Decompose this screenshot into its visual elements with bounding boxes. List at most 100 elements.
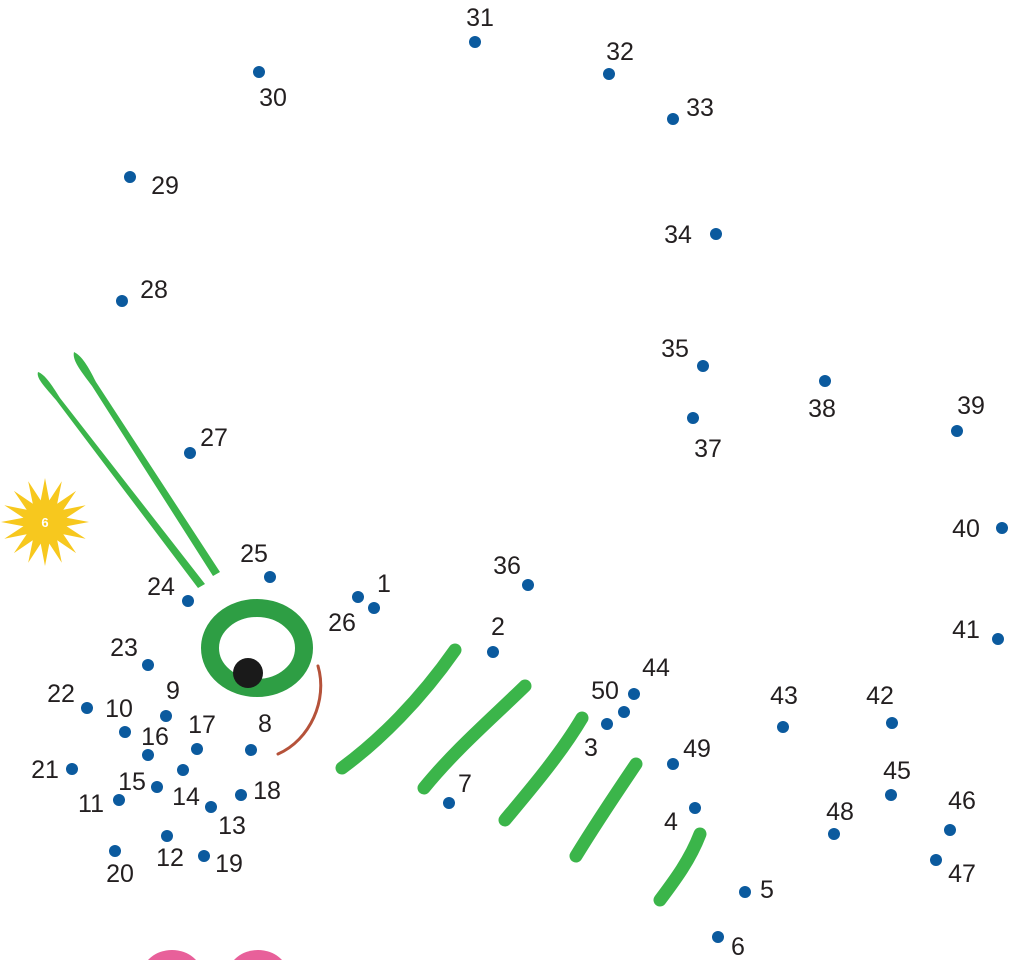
dot-number-1: 1 (377, 570, 391, 598)
puzzle-dot-45[interactable] (885, 789, 897, 801)
puzzle-dot-5[interactable] (739, 886, 751, 898)
antenna-icon (37, 352, 220, 588)
puzzle-dot-35[interactable] (697, 360, 709, 372)
dot-number-15: 15 (118, 768, 146, 796)
dot-number-22: 22 (47, 680, 75, 708)
puzzle-dot-28[interactable] (116, 295, 128, 307)
puzzle-dot-10[interactable] (119, 726, 131, 738)
dot-number-33: 33 (686, 94, 714, 122)
dot-number-36: 36 (493, 552, 521, 580)
dot-number-3: 3 (584, 734, 598, 762)
dot-number-49: 49 (683, 735, 711, 763)
dot-number-32: 32 (606, 38, 634, 66)
pink-shape (148, 950, 282, 960)
puzzle-dot-39[interactable] (951, 425, 963, 437)
puzzle-dot-37[interactable] (687, 412, 699, 424)
puzzle-dot-26[interactable] (352, 591, 364, 603)
puzzle-dot-14[interactable] (177, 764, 189, 776)
puzzle-dot-38[interactable] (819, 375, 831, 387)
dot-number-13: 13 (218, 812, 246, 840)
puzzle-dot-12[interactable] (161, 830, 173, 842)
badge-number: 6 (41, 515, 48, 530)
puzzle-dot-21[interactable] (66, 763, 78, 775)
puzzle-dot-50[interactable] (618, 706, 630, 718)
dot-number-20: 20 (106, 860, 134, 888)
puzzle-dot-47[interactable] (930, 854, 942, 866)
dot-number-7: 7 (458, 770, 472, 798)
puzzle-dot-43[interactable] (777, 721, 789, 733)
dot-number-19: 19 (215, 850, 243, 878)
puzzle-dot-22[interactable] (81, 702, 93, 714)
dot-number-40: 40 (952, 515, 980, 543)
puzzle-dot-48[interactable] (828, 828, 840, 840)
dot-number-29: 29 (151, 172, 179, 200)
dot-number-12: 12 (156, 844, 184, 872)
dot-number-43: 43 (770, 682, 798, 710)
puzzle-dot-49[interactable] (667, 758, 679, 770)
puzzle-dot-15[interactable] (151, 781, 163, 793)
puzzle-dot-41[interactable] (992, 633, 1004, 645)
dot-number-9: 9 (166, 677, 180, 705)
puzzle-dot-32[interactable] (603, 68, 615, 80)
dot-number-34: 34 (664, 221, 692, 249)
puzzle-dot-6[interactable] (712, 931, 724, 943)
dot-number-30: 30 (259, 84, 287, 112)
puzzle-dot-13[interactable] (205, 801, 217, 813)
dot-number-25: 25 (240, 540, 268, 568)
puzzle-dot-44[interactable] (628, 688, 640, 700)
dot-number-8: 8 (258, 710, 272, 738)
puzzle-dot-11[interactable] (113, 794, 125, 806)
puzzle-dot-33[interactable] (667, 113, 679, 125)
puzzle-dot-3[interactable] (601, 718, 613, 730)
dot-number-46: 46 (948, 787, 976, 815)
dot-number-47: 47 (948, 860, 976, 888)
dot-number-11: 11 (78, 790, 104, 818)
dot-number-28: 28 (140, 276, 168, 304)
dot-number-48: 48 (826, 798, 854, 826)
puzzle-dot-29[interactable] (124, 171, 136, 183)
puzzle-dot-23[interactable] (142, 659, 154, 671)
puzzle-dot-40[interactable] (996, 522, 1008, 534)
dragonfly-eye-icon (201, 599, 313, 697)
dot-number-35: 35 (661, 335, 689, 363)
puzzle-dot-31[interactable] (469, 36, 481, 48)
puzzle-dot-36[interactable] (522, 579, 534, 591)
puzzle-dot-9[interactable] (160, 710, 172, 722)
dot-number-45: 45 (883, 757, 911, 785)
dot-number-44: 44 (642, 654, 670, 682)
dot-number-31: 31 (466, 4, 494, 32)
dot-number-21: 21 (31, 756, 59, 784)
puzzle-dot-17[interactable] (191, 743, 203, 755)
puzzle-dot-2[interactable] (487, 646, 499, 658)
dot-number-41: 41 (952, 616, 980, 644)
puzzle-dot-7[interactable] (443, 797, 455, 809)
mouth-curve (276, 664, 323, 756)
dot-number-27: 27 (200, 424, 228, 452)
dot-number-50: 50 (591, 677, 619, 705)
dot-number-16: 16 (141, 723, 169, 751)
puzzle-dot-25[interactable] (264, 571, 276, 583)
puzzle-dot-8[interactable] (245, 744, 257, 756)
dot-number-5: 5 (760, 876, 774, 904)
dot-number-17: 17 (188, 711, 216, 739)
dot-number-6: 6 (731, 933, 745, 960)
dot-number-4: 4 (664, 808, 678, 836)
dot-number-39: 39 (957, 392, 985, 420)
puzzle-dot-4[interactable] (689, 802, 701, 814)
puzzle-dot-16[interactable] (142, 749, 154, 761)
puzzle-dot-24[interactable] (182, 595, 194, 607)
puzzle-dot-27[interactable] (184, 447, 196, 459)
dot-number-26: 26 (328, 609, 356, 637)
puzzle-dot-34[interactable] (710, 228, 722, 240)
puzzle-dot-18[interactable] (235, 789, 247, 801)
puzzle-dot-20[interactable] (109, 845, 121, 857)
puzzle-dot-19[interactable] (198, 850, 210, 862)
dot-number-24: 24 (147, 573, 175, 601)
puzzle-dot-30[interactable] (253, 66, 265, 78)
dot-number-42: 42 (866, 682, 894, 710)
puzzle-dot-46[interactable] (944, 824, 956, 836)
puzzle-dot-1[interactable] (368, 602, 380, 614)
puzzle-dot-42[interactable] (886, 717, 898, 729)
